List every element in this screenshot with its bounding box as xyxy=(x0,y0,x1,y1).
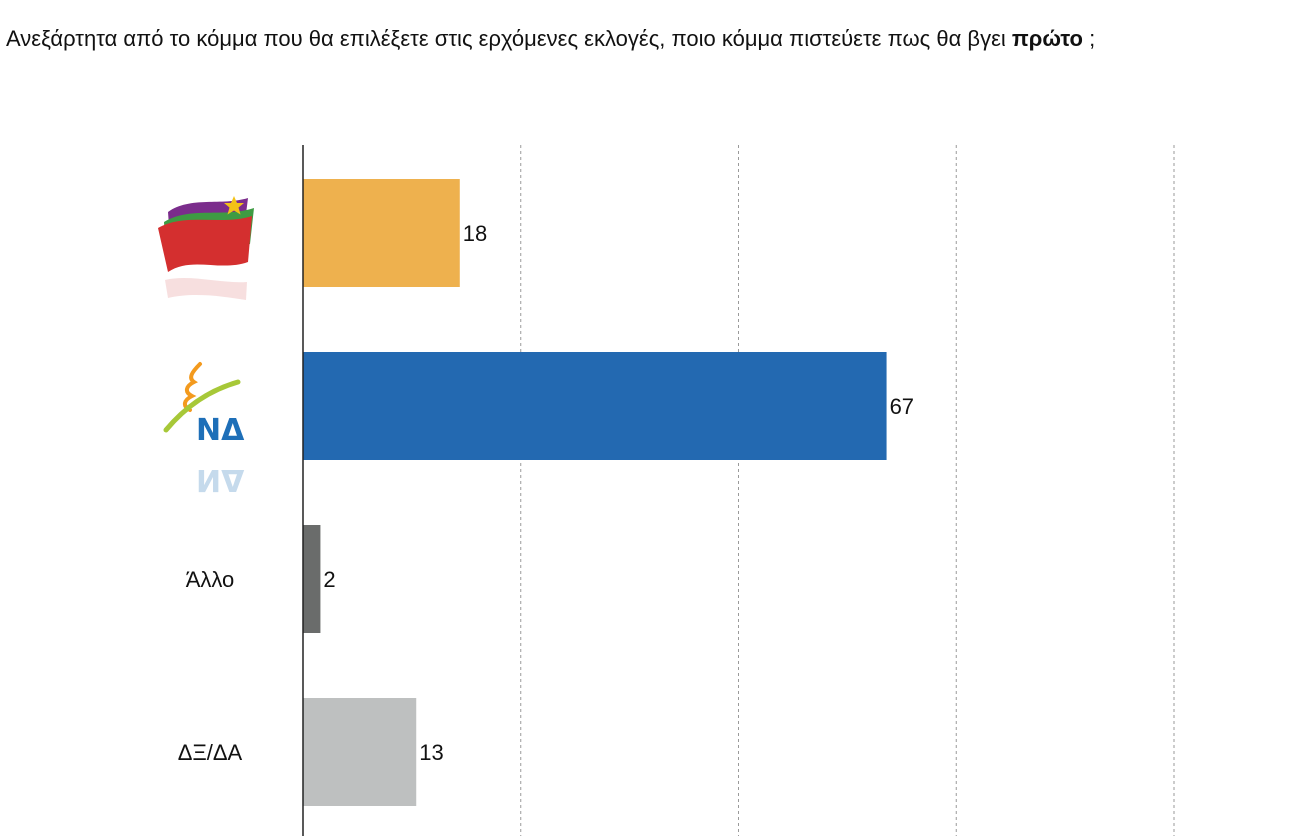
chart-bars xyxy=(303,179,887,806)
question-emphasis: πρώτο xyxy=(1011,26,1083,51)
chart-gridlines xyxy=(520,145,1175,836)
nd-logo-icon: ΝΔ ΝΔ xyxy=(163,362,245,497)
value-label-1: 18 xyxy=(463,221,487,246)
value-label-2: 67 xyxy=(890,394,914,419)
question-title: Ανεξάρτητα από το κόμμα που θα επιλέξετε… xyxy=(6,26,1095,52)
question-text: Ανεξάρτητα από το κόμμα που θα επιλέξετε… xyxy=(6,26,1012,51)
value-label-4: 13 xyxy=(419,740,443,765)
syriza-logo-icon xyxy=(158,196,254,300)
category-label-4: ΔΞ/ΔΑ xyxy=(178,740,243,765)
bar-3 xyxy=(303,525,321,633)
chart-value-labels: 18 67 2 13 xyxy=(323,221,914,765)
value-label-3: 2 xyxy=(323,567,335,592)
bar-4 xyxy=(303,698,417,806)
question-end: ; xyxy=(1082,26,1096,51)
bar-1 xyxy=(303,179,460,287)
nd-logo-text: ΝΔ xyxy=(196,413,245,448)
nd-logo-reflection: ΝΔ xyxy=(196,462,245,497)
category-label-3: Άλλο xyxy=(186,567,235,592)
bar-2 xyxy=(303,352,887,460)
chart-category-labels: Άλλο ΔΞ/ΔΑ xyxy=(178,567,243,765)
